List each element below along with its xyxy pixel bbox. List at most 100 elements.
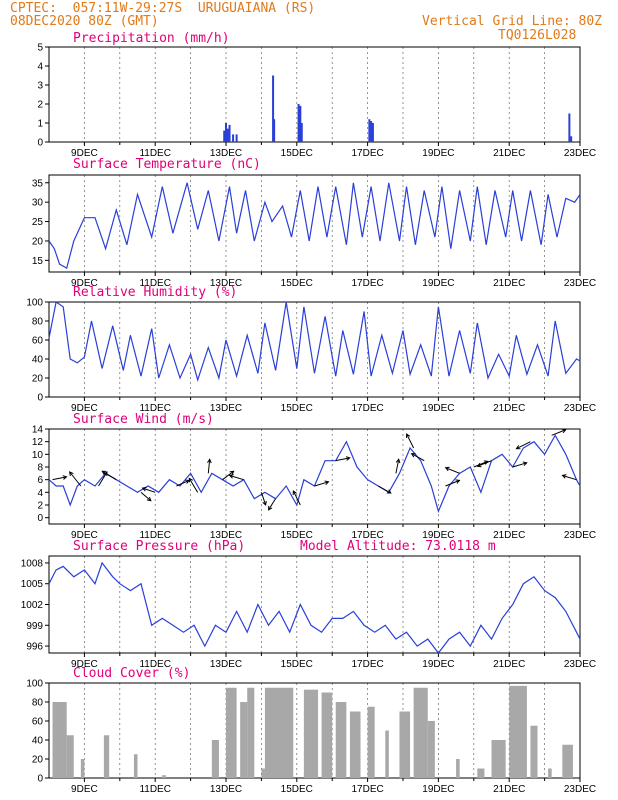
y-tick-label: 4 (37, 62, 43, 73)
cloud-bar (103, 735, 110, 778)
y-tick-label: 0 (37, 774, 43, 785)
wind-vector (445, 467, 460, 474)
cloud-bar (349, 711, 361, 778)
panel-2: 15 20 25 30 35 9DEC 11DEC 13DEC 15DEC 17DEC 19DEC 2… (32, 157, 596, 289)
x-tick-label: 17DEC (351, 148, 383, 159)
wind-vector (477, 460, 492, 467)
cloud-bar (247, 687, 255, 778)
cloud-bar (261, 768, 265, 778)
cloud-bar (385, 730, 389, 778)
x-tick-label: 13DEC (210, 148, 242, 159)
y-tick-label: 996 (26, 642, 43, 653)
precip-bar (568, 113, 571, 142)
y-tick-label: 20 (32, 236, 44, 247)
plot-frame (48, 555, 581, 654)
precip-bar (570, 136, 573, 142)
y-tick-label: 15 (32, 256, 44, 267)
wind-arrowhead (444, 466, 450, 472)
y-tick-label: 60 (32, 336, 44, 347)
wind-vector (406, 433, 415, 449)
x-tick-label: 17DEC (351, 403, 383, 414)
y-tick-label: 100 (26, 298, 43, 309)
cloud-bar (264, 687, 294, 778)
wind-vector (445, 479, 460, 487)
panel-title: Surface Temperature (nC) (73, 157, 261, 172)
x-tick-label: 17DEC (351, 659, 383, 670)
x-tick-label: 19DEC (422, 659, 454, 670)
y-tick-label: 8 (37, 463, 43, 474)
y-tick-label: 0 (37, 138, 43, 149)
cloud-bar (491, 740, 506, 778)
y-tick-label: 25 (32, 217, 44, 228)
y-tick-label: 40 (32, 355, 44, 366)
x-tick-label: 11DEC (139, 148, 171, 159)
y-tick-label: 12 (32, 437, 44, 448)
cloud-bar (133, 754, 138, 778)
wind-arrowhead (476, 462, 482, 468)
cloud-bar (240, 702, 248, 778)
wind-vector (142, 487, 156, 493)
wind-arrowhead (483, 460, 489, 465)
header-vertical-grid: Vertical Grid Line: 80Z (422, 14, 603, 29)
wind-arrowhead (229, 470, 235, 476)
x-tick-label: 9DEC (71, 403, 98, 414)
wind-vector (551, 429, 566, 436)
wind-vector (395, 459, 400, 474)
cloud-bar (477, 768, 485, 778)
cloud-bar (162, 775, 166, 778)
wind-arrowhead (386, 489, 392, 494)
precip-bar (368, 119, 371, 142)
wind-vector (335, 457, 350, 462)
panel-title: Relative Humidity (%) (73, 285, 237, 300)
wind-vector (260, 492, 267, 506)
series-line (48, 434, 581, 514)
cloud-bar (548, 768, 552, 778)
x-tick-label: 19DEC (422, 403, 454, 414)
wind-arrowhead (455, 479, 461, 484)
x-tick-label: 15DEC (281, 784, 313, 795)
precip-bar (226, 128, 229, 142)
cloud-bar (335, 702, 347, 778)
wind-vector (512, 462, 527, 468)
x-tick-label: 15DEC (281, 278, 313, 289)
x-tick-label: 11DEC (139, 278, 171, 289)
cloud-bar (562, 744, 573, 778)
plot-frame (48, 46, 581, 143)
cloud-bar (80, 759, 85, 778)
x-tick-label: 21DEC (493, 403, 525, 414)
wind-arrowhead (101, 470, 107, 475)
cloud-bar (367, 706, 375, 778)
cloud-bar (509, 685, 527, 778)
precip-bar (371, 123, 374, 142)
plot-frame (48, 174, 581, 273)
wind-vector (314, 481, 329, 487)
x-tick-label: 23DEC (564, 530, 596, 541)
x-tick-label: 17DEC (351, 784, 383, 795)
y-tick-label: 0 (37, 513, 43, 524)
x-tick-label: 21DEC (493, 659, 525, 670)
x-tick-label: 17DEC (351, 530, 383, 541)
x-tick-label: 9DEC (71, 530, 98, 541)
wind-arrowhead (262, 500, 267, 506)
wind-vector (52, 476, 67, 481)
y-tick-label: 4 (37, 488, 43, 499)
x-tick-label: 9DEC (71, 278, 98, 289)
x-tick-label: 23DEC (564, 278, 596, 289)
panel-1: 0 1 2 3 4 5 9DEC 11DEC 13DEC 15DEC 17DEC 19DEC 21DEC… (37, 31, 596, 159)
header-station: CPTEC: 057:11W-29:27S URUGUAIANA (RS) (10, 1, 316, 16)
y-tick-label: 60 (32, 717, 44, 728)
x-tick-label: 17DEC (351, 278, 383, 289)
x-tick-label: 15DEC (281, 530, 313, 541)
cloud-bar (427, 721, 435, 778)
wind-arrowhead (62, 475, 68, 480)
x-tick-label: 23DEC (564, 659, 596, 670)
wind-arrowhead (188, 477, 193, 483)
wind-arrowhead (395, 458, 401, 464)
precip-bar (299, 105, 302, 142)
panel-6: 0 20 40 60 80 100 9DEC 11DEC 13DEC 15DEC 17DEC 19DE… (26, 666, 596, 795)
wind-arrowhead (141, 486, 147, 492)
wind-vector (229, 474, 244, 481)
x-tick-label: 21DEC (493, 148, 525, 159)
